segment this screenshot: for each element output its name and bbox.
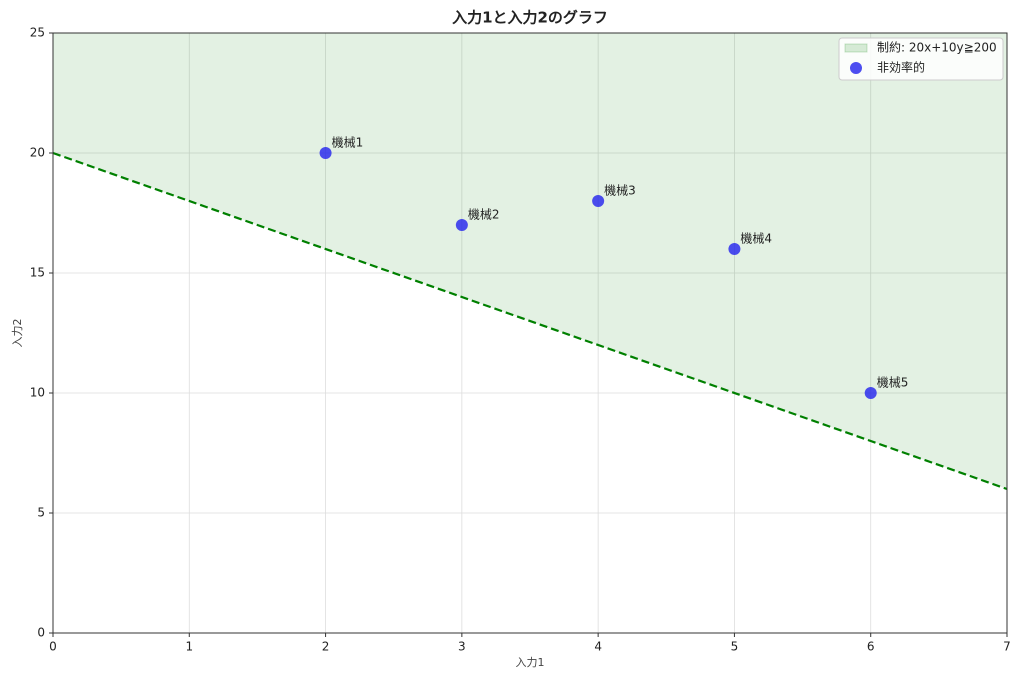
x-axis-label: 入力1 [516, 656, 545, 669]
point-label: 機械4 [740, 231, 772, 246]
x-tick-label: 7 [1003, 640, 1011, 654]
plot-data: 機械1 機械2 機械3 機械4 機械5 [52, 33, 1008, 491]
chart-title: 入力1と入力2のグラフ [452, 9, 608, 27]
legend-label: 制約: 20x+10y≧200 [877, 40, 997, 55]
x-tick-label: 3 [458, 640, 466, 654]
point-label: 機械5 [877, 375, 909, 390]
x-tick-label: 6 [867, 640, 875, 654]
point-label: 機械1 [332, 135, 364, 150]
constraint-line [52, 151, 1008, 491]
x-tick-label: 5 [731, 640, 739, 654]
x-tick-label: 2 [322, 640, 330, 654]
point-label: 機械2 [468, 207, 500, 222]
point [864, 387, 877, 399]
point [592, 195, 605, 207]
point [319, 147, 332, 159]
y-tick-label: 5 [37, 506, 45, 520]
x-tick-label: 1 [185, 640, 193, 654]
legend-swatch [850, 62, 862, 74]
y-tick-label: 0 [37, 626, 45, 640]
legend-swatch [844, 43, 868, 53]
y-axis-label: 入力2 [11, 319, 24, 348]
legend-box [838, 37, 1004, 81]
constraint-area [53, 33, 1007, 489]
y-tick-label: 10 [30, 386, 45, 400]
point [455, 219, 468, 231]
x-tick-label: 0 [49, 640, 57, 654]
plot-frame [52, 32, 1008, 634]
point-label: 機械3 [604, 183, 636, 198]
y-tick-label: 15 [30, 266, 45, 280]
x-tick-label: 4 [594, 640, 602, 654]
point [728, 243, 741, 255]
legend-label: 非効率的 [877, 60, 925, 75]
y-tick-label: 25 [30, 26, 45, 40]
y-tick-label: 20 [30, 146, 45, 160]
